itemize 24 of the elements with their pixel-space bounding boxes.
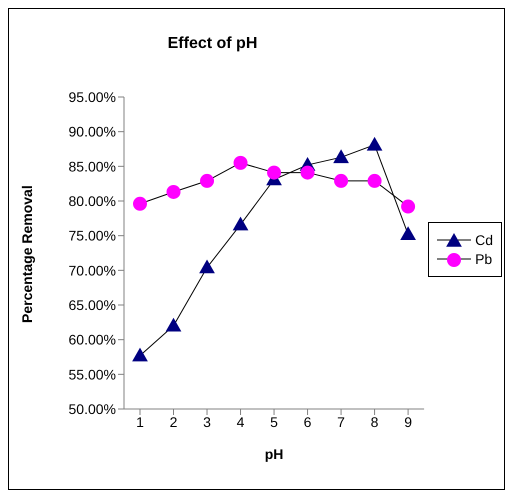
x-tick-label: 2 <box>170 414 178 430</box>
chart-title: Effect of pH <box>166 35 258 53</box>
y-tick-label: 80.00% <box>68 192 116 209</box>
x-tick-label: 5 <box>270 414 278 430</box>
y-tick-label: 70.00% <box>68 262 116 278</box>
x-tick-label: 4 <box>236 414 245 430</box>
y-axis-title: Percentage Removal <box>18 185 35 323</box>
y-tick-label: 95.00% <box>68 88 116 105</box>
y-tick-label: 85.00% <box>68 158 116 174</box>
x-tick-label: 9 <box>404 414 412 430</box>
y-tick-label: 90.00% <box>68 124 116 140</box>
x-tick-label: 7 <box>337 414 346 430</box>
y-tick-label: 55.00% <box>68 366 116 382</box>
y-tick-label: 75.00% <box>68 228 116 244</box>
y-tick-label: 50.00% <box>68 400 116 417</box>
x-tick-label: 1 <box>136 414 144 430</box>
x-axis-title: pH <box>264 446 284 462</box>
legend-label: Pb <box>475 250 492 266</box>
y-tick-label: 65.00% <box>68 296 116 313</box>
legend-label: Cd <box>475 232 493 248</box>
x-tick-label: 8 <box>370 414 379 430</box>
x-tick-label: 3 <box>203 414 212 430</box>
y-tick-label: 60.00% <box>68 332 116 348</box>
x-tick-label: 6 <box>304 414 312 430</box>
